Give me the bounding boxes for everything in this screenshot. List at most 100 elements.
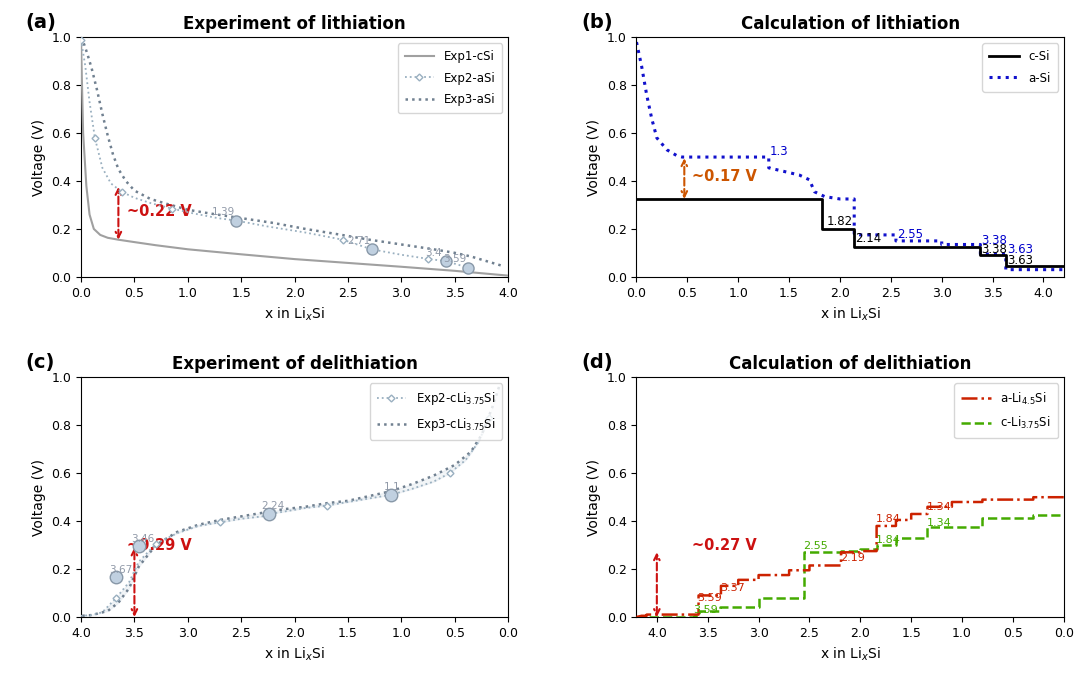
Exp3-aSi bbox=[330, 230, 343, 238]
Exp3-aSi bbox=[75, 33, 87, 41]
Exp3-cLi$_{3.75}$Si bbox=[464, 447, 477, 456]
Exp3-aSi bbox=[497, 262, 510, 270]
Exp3-aSi bbox=[81, 50, 94, 58]
a-Li$_{4.5}$Si bbox=[870, 522, 883, 530]
c-Li$_{3.75}$Si bbox=[688, 612, 701, 620]
Text: 3.59: 3.59 bbox=[698, 593, 723, 603]
Legend: a-Li$_{4.5}$Si, c-Li$_{3.75}$Si: a-Li$_{4.5}$Si, c-Li$_{3.75}$Si bbox=[955, 383, 1058, 438]
c-Si bbox=[999, 262, 1012, 270]
Text: 2.24: 2.24 bbox=[261, 501, 285, 511]
Line: a-Si: a-Si bbox=[636, 42, 1064, 270]
Exp3-aSi bbox=[160, 200, 173, 208]
Exp1-cSi bbox=[288, 255, 301, 263]
a-Si bbox=[890, 237, 903, 245]
Exp1-cSi bbox=[448, 266, 461, 275]
Exp3-aSi bbox=[91, 86, 104, 94]
a-Li$_{4.5}$Si bbox=[715, 582, 728, 590]
c-Li$_{3.75}$Si bbox=[692, 612, 705, 620]
Text: (c): (c) bbox=[26, 353, 55, 372]
c-Li$_{3.75}$Si bbox=[1057, 511, 1070, 519]
Text: ~0.22 V: ~0.22 V bbox=[127, 204, 191, 219]
Exp1-cSi bbox=[481, 270, 494, 278]
Exp3-aSi bbox=[203, 210, 216, 218]
c-Li$_{3.75}$Si bbox=[835, 549, 848, 557]
Exp3-aSi bbox=[120, 177, 133, 185]
a-Si bbox=[645, 115, 658, 123]
Exp2-cLi$_{3.75}$Si bbox=[406, 485, 419, 493]
Exp3-aSi bbox=[102, 132, 114, 140]
Exp2-cLi$_{3.75}$Si bbox=[132, 558, 145, 566]
Exp2-cLi$_{3.75}$Si bbox=[483, 414, 496, 422]
Exp3-aSi bbox=[448, 249, 461, 257]
X-axis label: x in Li$_x$Si: x in Li$_x$Si bbox=[820, 645, 880, 662]
Text: (a): (a) bbox=[26, 13, 56, 32]
Exp3-cLi$_{3.75}$Si bbox=[234, 513, 247, 521]
c-Li$_{3.75}$Si bbox=[714, 603, 727, 612]
Exp2-cLi$_{3.75}$Si bbox=[278, 508, 291, 516]
Exp3-cLi$_{3.75}$Si bbox=[321, 499, 334, 507]
c-Li$_{3.75}$Si bbox=[870, 541, 883, 549]
a-Li$_{4.5}$Si bbox=[854, 547, 867, 555]
Text: 1.82: 1.82 bbox=[827, 216, 853, 228]
Exp3-aSi bbox=[234, 214, 247, 222]
Exp3-cLi$_{3.75}$Si bbox=[363, 492, 376, 500]
c-Li$_{3.75}$Si bbox=[921, 523, 934, 532]
Text: 3.67: 3.67 bbox=[109, 565, 132, 575]
Text: 2.71: 2.71 bbox=[347, 236, 370, 246]
Y-axis label: Voltage (V): Voltage (V) bbox=[588, 119, 602, 195]
c-Li$_{3.75}$Si bbox=[752, 594, 765, 602]
Exp3-cLi$_{3.75}$Si bbox=[69, 612, 82, 620]
a-Li$_{4.5}$Si bbox=[1027, 493, 1040, 501]
c-Li$_{3.75}$Si bbox=[835, 547, 848, 555]
Exp3-cLi$_{3.75}$Si bbox=[427, 472, 440, 480]
Text: 3.46: 3.46 bbox=[131, 534, 154, 544]
a-Li$_{4.5}$Si bbox=[802, 566, 815, 574]
c-Li$_{3.75}$Si bbox=[854, 547, 867, 555]
a-Si bbox=[762, 164, 775, 172]
a-Li$_{4.5}$Si bbox=[640, 612, 653, 620]
a-Si bbox=[999, 266, 1012, 274]
Exp1-cSi bbox=[502, 272, 515, 280]
Exp2-cLi$_{3.75}$Si bbox=[299, 504, 312, 512]
Exp1-cSi bbox=[112, 236, 125, 244]
Exp2-aSi bbox=[144, 199, 157, 207]
Exp3-cLi$_{3.75}$Si bbox=[256, 508, 269, 517]
Text: 2.55: 2.55 bbox=[804, 541, 828, 551]
Exp2-cLi$_{3.75}$Si bbox=[472, 438, 485, 446]
X-axis label: x in Li$_x$Si: x in Li$_x$Si bbox=[265, 305, 325, 323]
Text: 3.63: 3.63 bbox=[1007, 243, 1032, 256]
Exp3-cLi$_{3.75}$Si bbox=[278, 505, 291, 513]
c-Li$_{3.75}$Si bbox=[640, 613, 653, 621]
c-Li$_{3.75}$Si bbox=[692, 607, 705, 615]
c-Li$_{3.75}$Si bbox=[798, 594, 811, 602]
Line: c-Si: c-Si bbox=[636, 199, 1064, 266]
Exp1-cSi bbox=[102, 234, 114, 242]
a-Li$_{4.5}$Si bbox=[635, 612, 648, 620]
c-Si bbox=[815, 195, 828, 203]
a-Li$_{4.5}$Si bbox=[752, 576, 765, 584]
Exp3-aSi bbox=[395, 241, 408, 249]
Text: 1.34: 1.34 bbox=[927, 518, 951, 528]
a-Li$_{4.5}$Si bbox=[630, 613, 643, 621]
c-Li$_{3.75}$Si bbox=[870, 544, 883, 553]
a-Si bbox=[848, 230, 861, 238]
Text: 1.34: 1.34 bbox=[927, 502, 951, 513]
a-Si bbox=[890, 231, 903, 239]
a-Si bbox=[974, 241, 987, 249]
c-Li$_{3.75}$Si bbox=[890, 534, 903, 542]
Line: c-Li$_{3.75}$Si: c-Li$_{3.75}$Si bbox=[636, 515, 1064, 617]
Exp1-cSi bbox=[75, 38, 87, 46]
a-Si bbox=[834, 195, 847, 203]
Exp1-cSi bbox=[87, 225, 100, 233]
Exp2-aSi bbox=[127, 194, 140, 202]
c-Si bbox=[630, 195, 643, 203]
c-Li$_{3.75}$Si bbox=[1027, 513, 1040, 521]
c-Li$_{3.75}$Si bbox=[640, 613, 653, 621]
a-Si bbox=[848, 195, 861, 203]
Exp2-cLi$_{3.75}$Si bbox=[384, 491, 397, 499]
Title: Calculation of lithiation: Calculation of lithiation bbox=[741, 15, 960, 33]
Exp3-cLi$_{3.75}$Si bbox=[171, 528, 184, 536]
Exp1-cSi bbox=[181, 245, 194, 254]
Exp3-cLi$_{3.75}$Si bbox=[192, 521, 205, 529]
Text: 1.1: 1.1 bbox=[383, 482, 400, 492]
